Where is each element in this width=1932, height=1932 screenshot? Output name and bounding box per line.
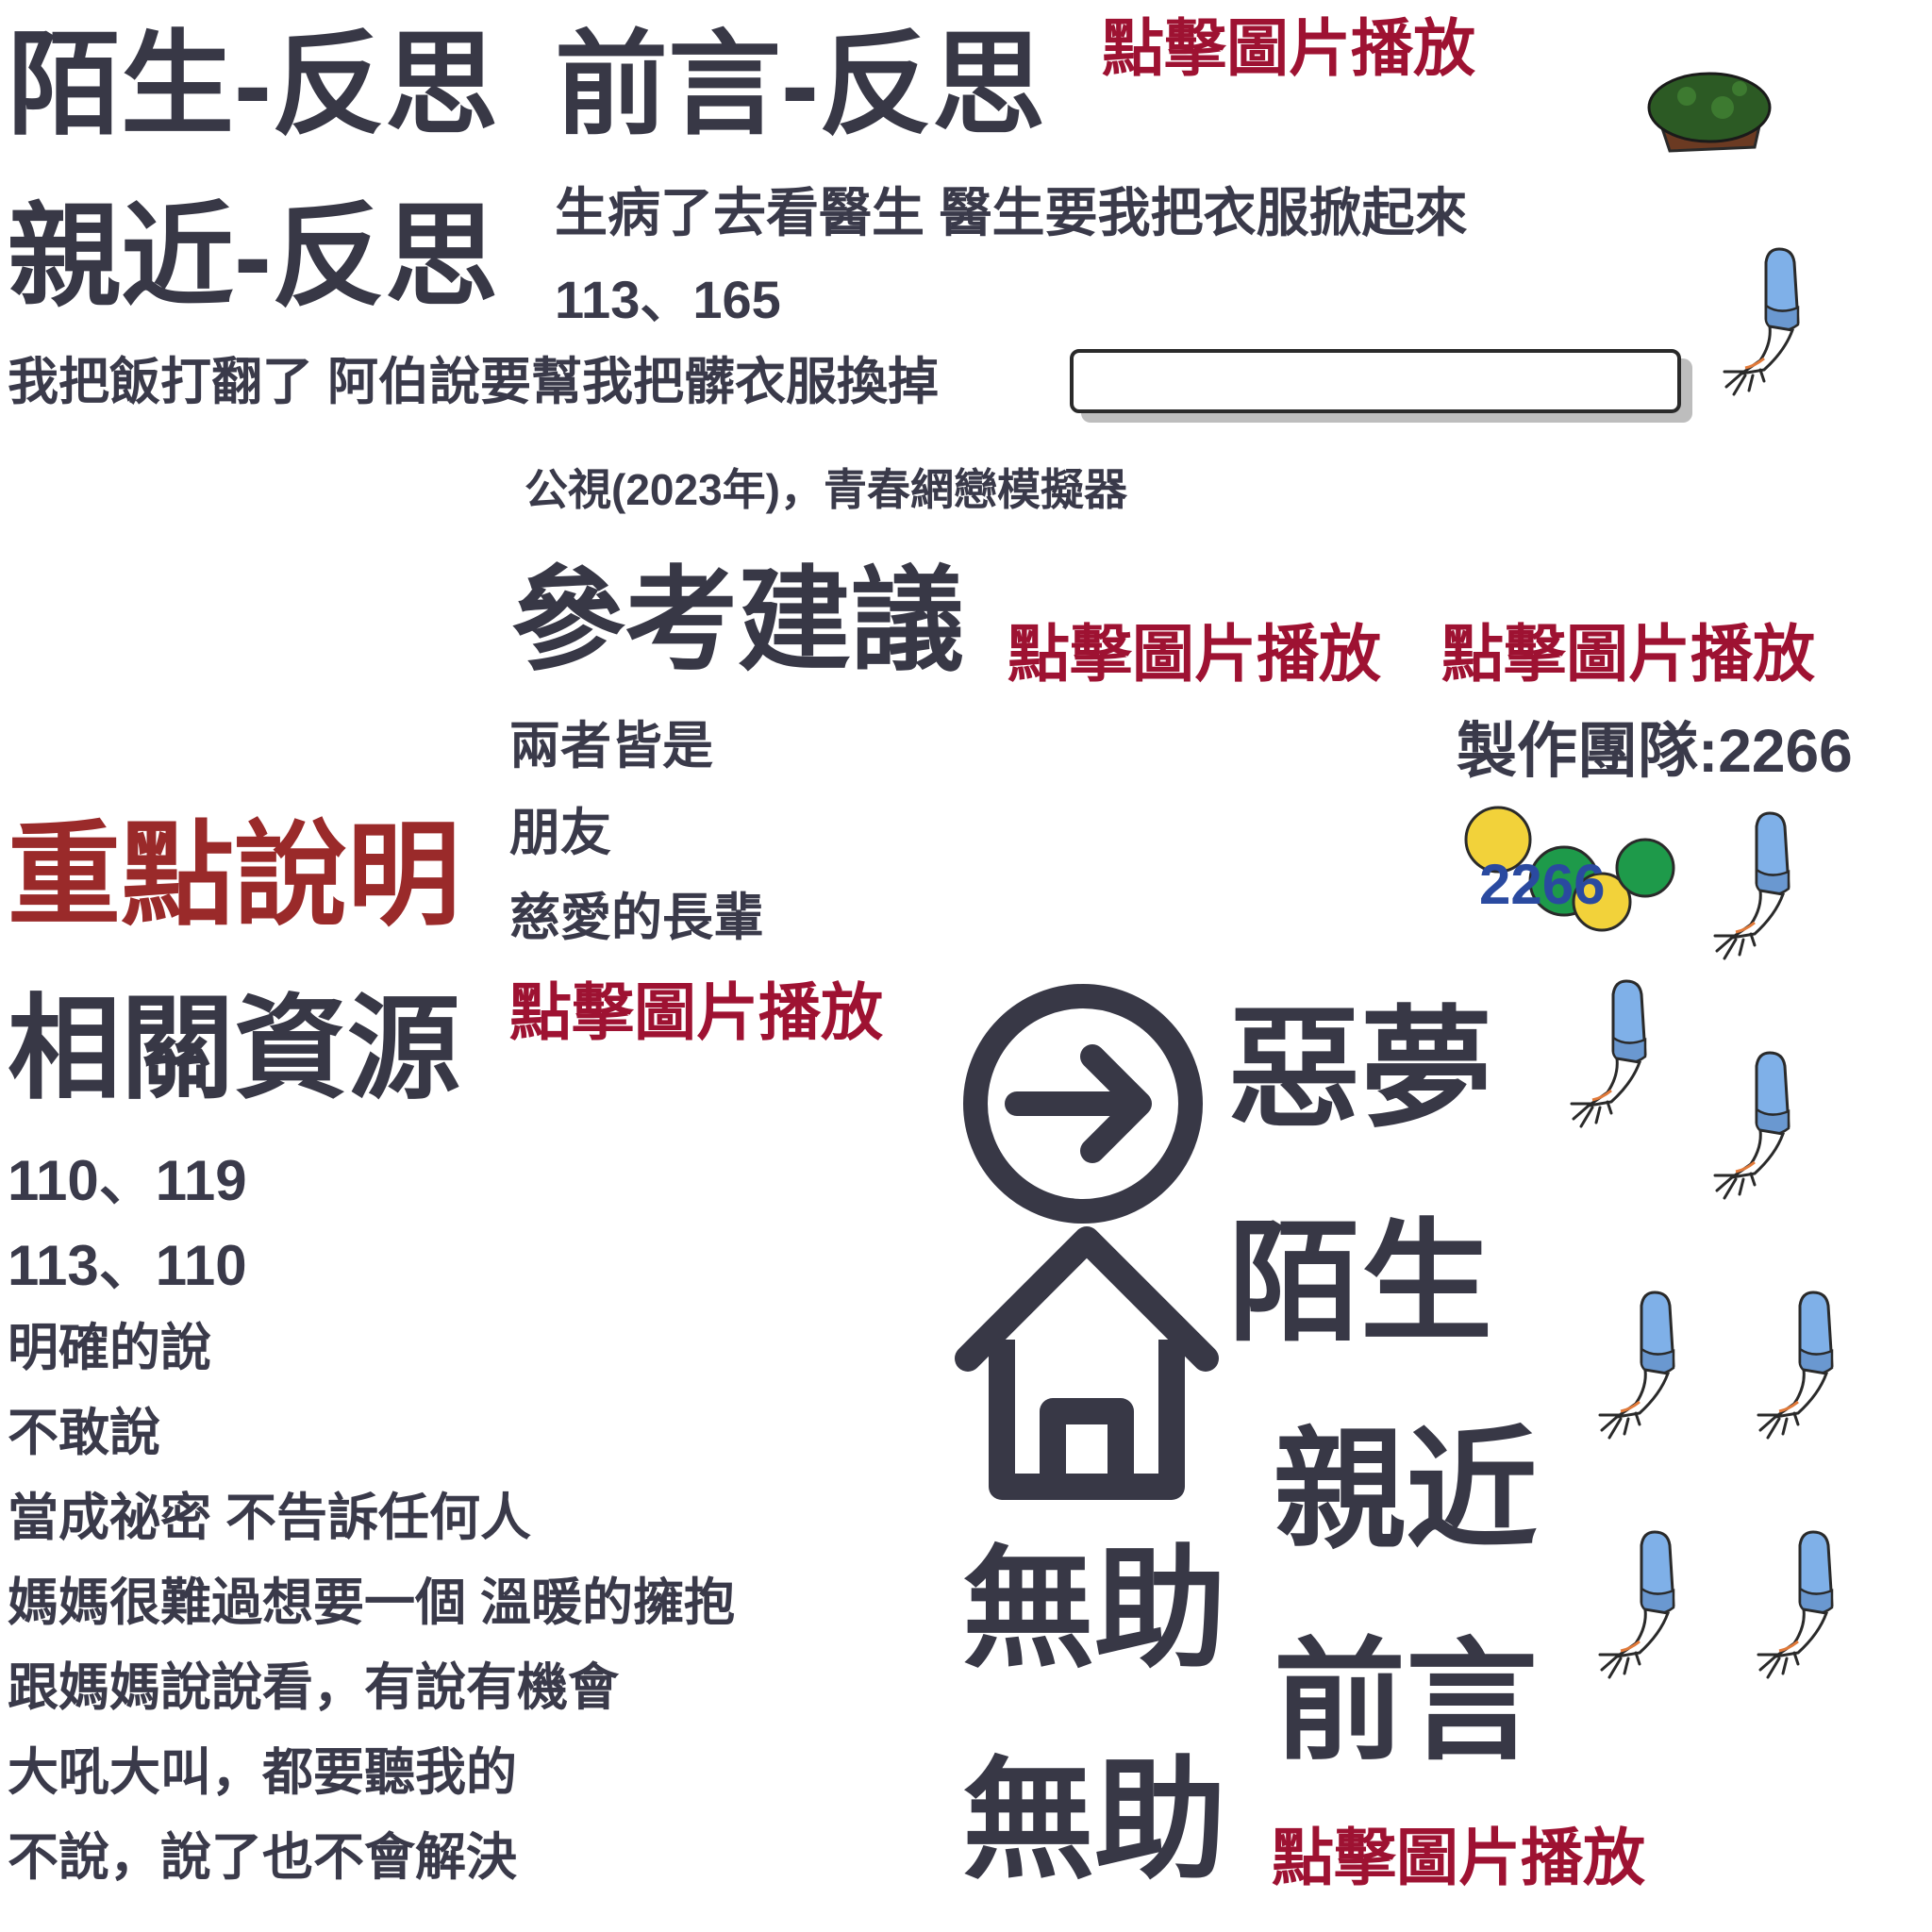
team-credit: 製作團隊:2266 <box>1457 717 1853 785</box>
team-logo: 2266 <box>1464 806 1675 932</box>
arrow-circle-icon[interactable] <box>960 981 1206 1226</box>
title-stranger-reflect[interactable]: 陌生-反思 <box>8 22 498 148</box>
source-citation: 公視(2023年)，青春網戀模擬器 <box>525 465 1127 514</box>
scenario-doctor: 生病了去看醫生 醫生要我把衣服掀起來 <box>555 183 1468 242</box>
home-icon[interactable] <box>955 1226 1219 1500</box>
resource-line: 大吼大叫，都要聽我的 <box>8 1744 517 1801</box>
turtle-shell-icon[interactable] <box>1641 60 1774 164</box>
nav-preface[interactable]: 前言 <box>1274 1627 1539 1775</box>
resource-line: 跟媽媽說說看，有說有機會 <box>8 1659 619 1716</box>
nav-close[interactable]: 親近 <box>1274 1416 1539 1564</box>
resource-line: 當成祕密 不告訴任何人 <box>8 1490 532 1546</box>
nav-helpless-2[interactable]: 無助 <box>962 1746 1227 1894</box>
play-link-suggestions-1[interactable]: 點擊圖片播放 <box>1008 619 1381 689</box>
answer-option-elder[interactable]: 慈愛的長輩 <box>509 890 764 946</box>
resource-line: 不說，說了也不會解決 <box>8 1829 517 1886</box>
title-close-reflect[interactable]: 親近-反思 <box>8 193 498 320</box>
section-key-points: 重點說明 <box>8 812 460 939</box>
section-resources: 相關資源 <box>8 986 460 1112</box>
team-logo-text: 2266 <box>1479 853 1605 916</box>
scenario-codes: 113、165 <box>555 270 781 329</box>
play-link-bottom[interactable]: 點擊圖片播放 <box>1272 1823 1645 1892</box>
scenario-uncle: 我把飯打翻了 阿伯說要幫我把髒衣服換掉 <box>8 354 940 410</box>
hand-icon[interactable] <box>1757 1530 1860 1692</box>
section-suggestions: 參考建議 <box>511 558 964 684</box>
nav-nightmare[interactable]: 惡夢 <box>1228 995 1493 1143</box>
hand-icon[interactable] <box>1598 1530 1702 1692</box>
answer-input-box[interactable] <box>1070 349 1681 413</box>
hand-icon[interactable] <box>1598 1291 1702 1453</box>
title-preface-reflect[interactable]: 前言-反思 <box>555 22 1045 148</box>
answer-option-both[interactable]: 兩者皆是 <box>509 718 713 774</box>
nav-helpless-1[interactable]: 無助 <box>962 1535 1227 1683</box>
play-link-resources[interactable]: 點擊圖片播放 <box>509 977 883 1047</box>
hand-icon[interactable] <box>1723 247 1826 409</box>
resource-line: 明確的說 <box>8 1320 211 1376</box>
resource-line: 110、119 <box>8 1149 247 1212</box>
resource-line: 媽媽很難過想要一個 溫暖的擁抱 <box>8 1574 736 1631</box>
hand-icon[interactable] <box>1713 1051 1817 1213</box>
resource-line: 不敢說 <box>8 1405 160 1461</box>
answer-option-friend[interactable]: 朋友 <box>509 805 611 861</box>
resource-line: 113、110 <box>8 1234 247 1297</box>
nav-stranger[interactable]: 陌生 <box>1228 1208 1493 1357</box>
hand-icon[interactable] <box>1713 811 1817 974</box>
play-link-top[interactable]: 點擊圖片播放 <box>1102 13 1475 83</box>
hand-icon[interactable] <box>1757 1291 1860 1453</box>
play-link-suggestions-2[interactable]: 點擊圖片播放 <box>1441 619 1815 689</box>
hand-icon[interactable] <box>1570 979 1674 1141</box>
